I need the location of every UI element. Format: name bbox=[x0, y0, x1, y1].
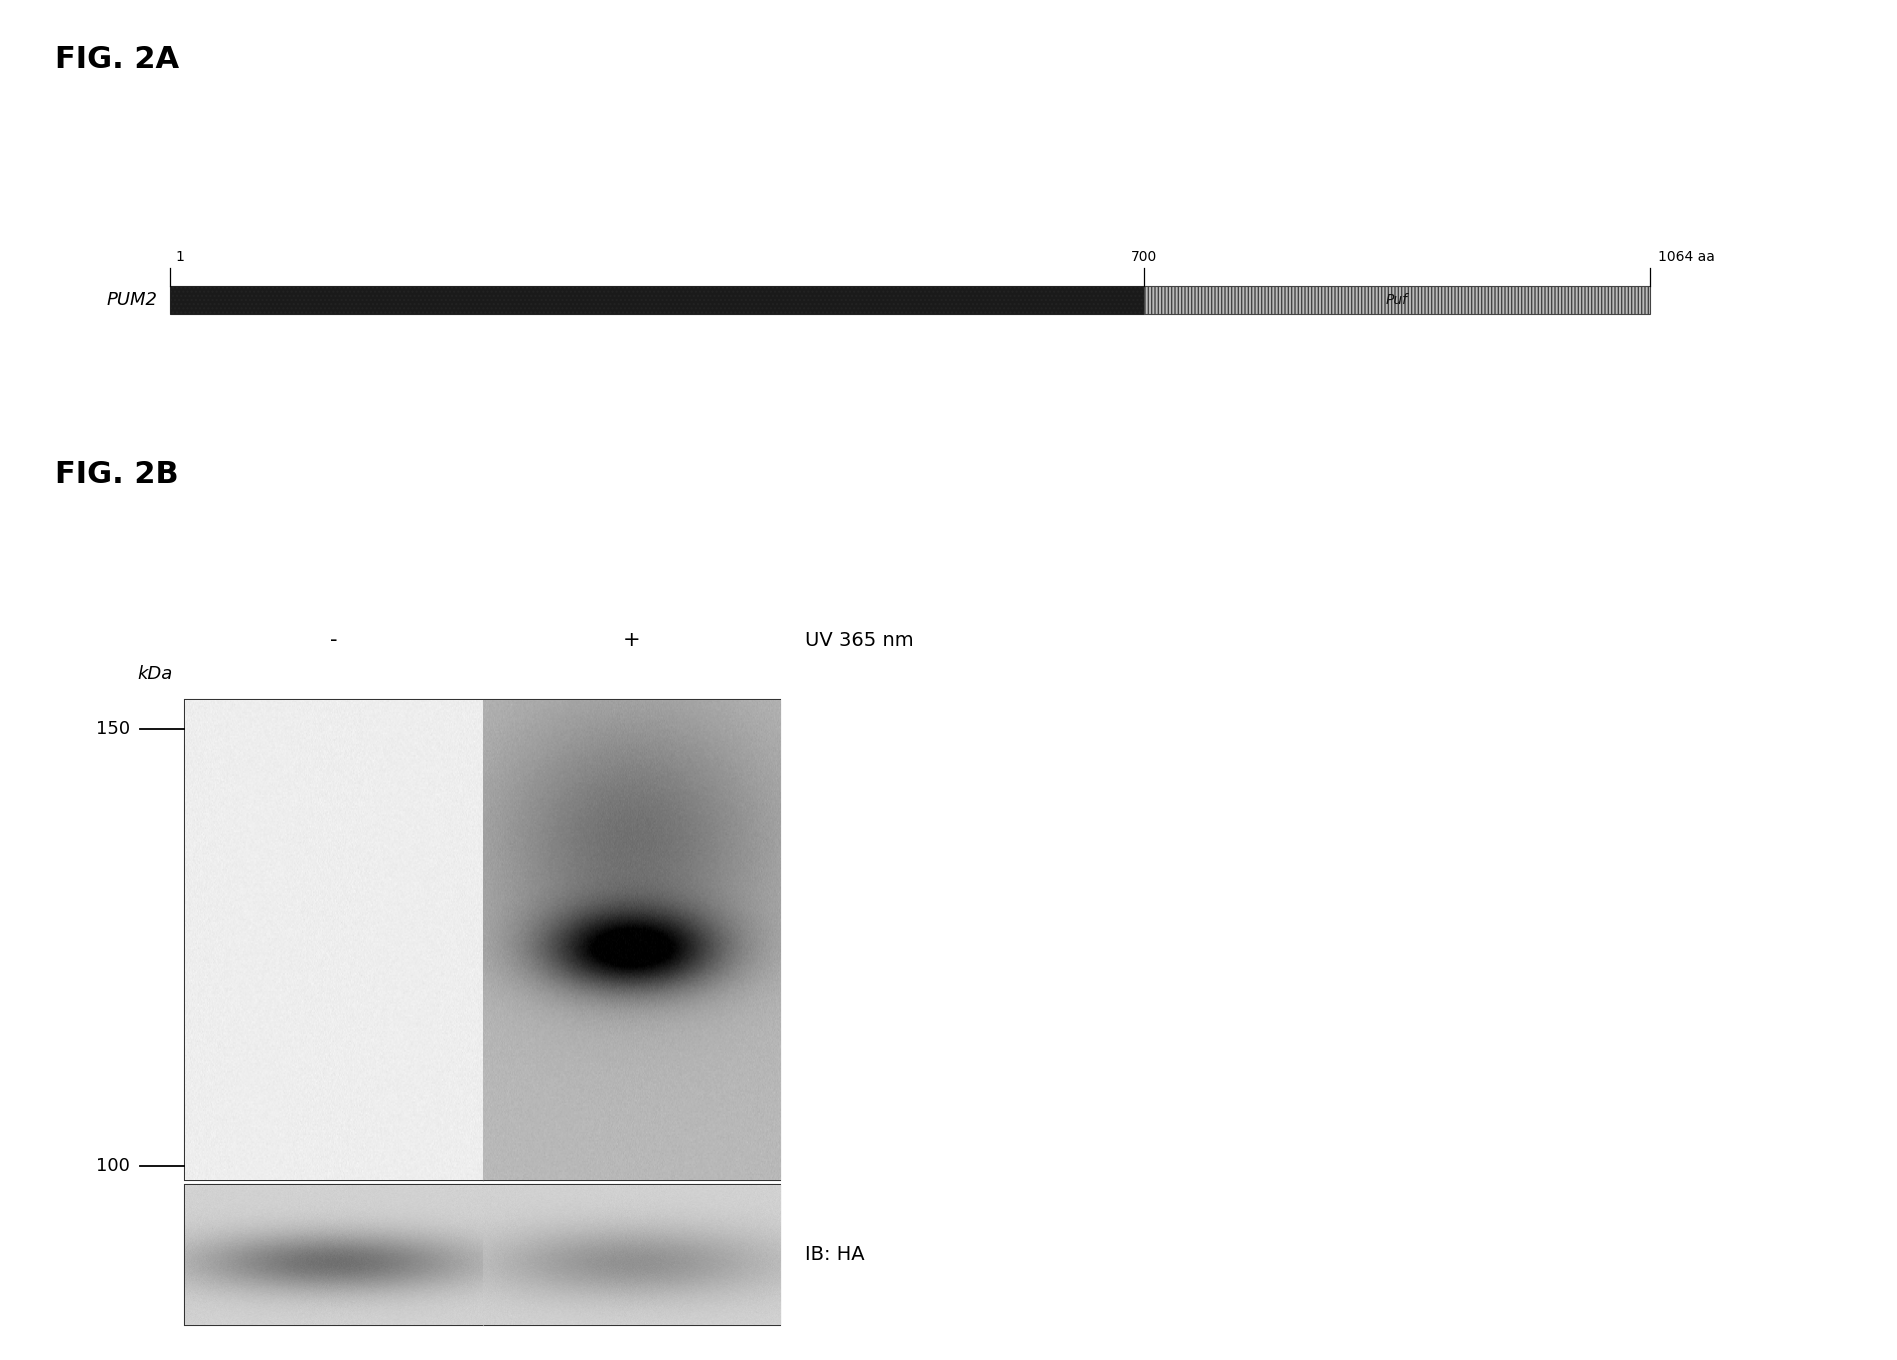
Text: FIG. 2B: FIG. 2B bbox=[55, 460, 178, 490]
Text: -: - bbox=[330, 630, 338, 650]
Bar bbox=[186, 1185, 780, 1325]
Text: Puf: Puf bbox=[1387, 292, 1408, 307]
Text: 150: 150 bbox=[97, 719, 131, 737]
Text: UV 365 nm: UV 365 nm bbox=[804, 631, 914, 650]
Text: PUM2: PUM2 bbox=[106, 291, 157, 309]
Bar bbox=[171, 286, 1144, 314]
Bar bbox=[1144, 286, 1650, 314]
Text: kDa: kDa bbox=[138, 665, 173, 683]
Text: FIG. 2A: FIG. 2A bbox=[55, 45, 178, 73]
Bar bbox=[186, 700, 780, 1180]
Text: IB: HA: IB: HA bbox=[804, 1246, 865, 1265]
Text: 700: 700 bbox=[1131, 250, 1157, 264]
Text: 1: 1 bbox=[175, 250, 184, 264]
Text: 100: 100 bbox=[97, 1156, 131, 1175]
Text: 1064 aa: 1064 aa bbox=[1658, 250, 1715, 264]
Text: +: + bbox=[622, 630, 639, 650]
